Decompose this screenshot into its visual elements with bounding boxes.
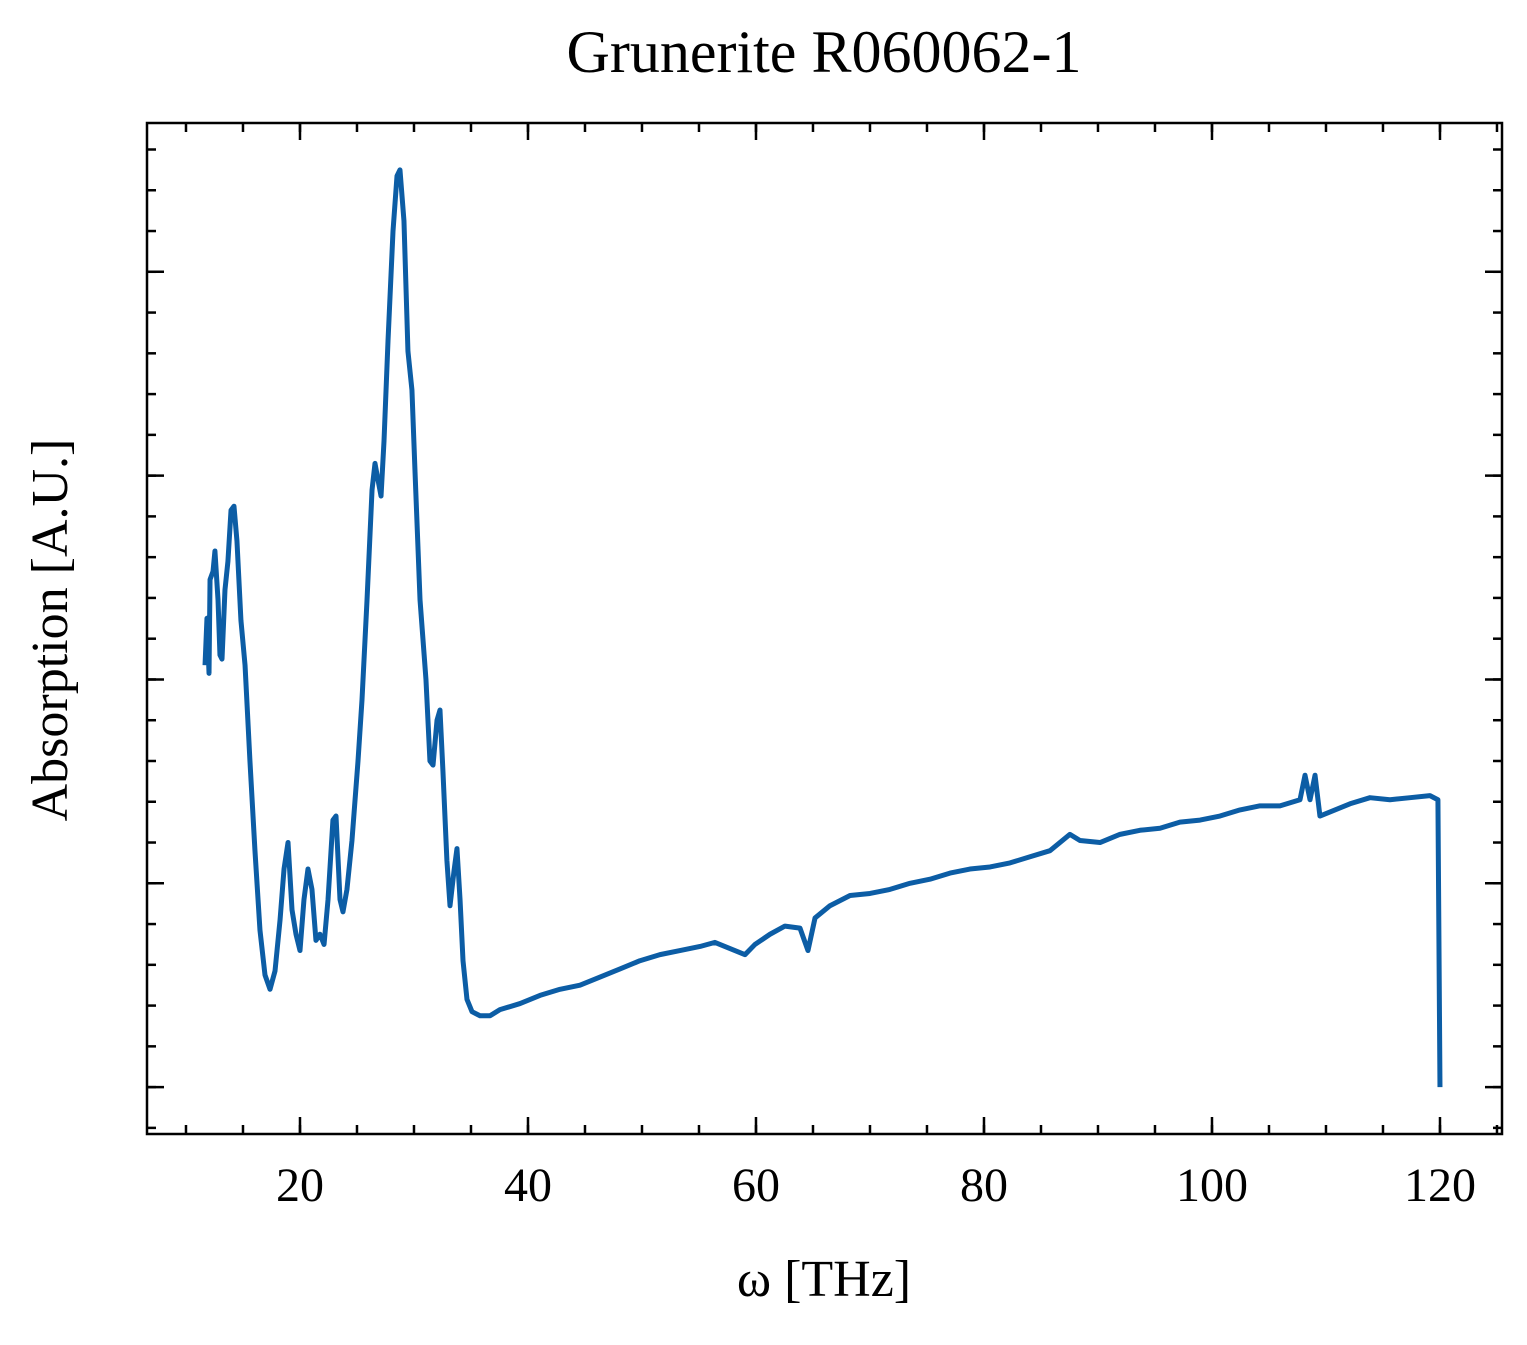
x-axis-label: ω [THz] xyxy=(737,1251,911,1308)
x-tick-label: 80 xyxy=(960,1159,1008,1212)
data-line xyxy=(202,167,1443,1088)
x-tick-label: 100 xyxy=(1176,1159,1248,1212)
y-axis-label: Absorption [A.U.] xyxy=(22,439,79,822)
plot-frame xyxy=(145,121,1504,1136)
x-tick-label: 60 xyxy=(732,1159,780,1212)
chart-title: Grunerite R060062-1 xyxy=(567,19,1082,85)
x-tick-label: 120 xyxy=(1404,1159,1476,1212)
x-tick-label: 20 xyxy=(276,1159,324,1212)
x-tick-label: 40 xyxy=(504,1159,552,1212)
